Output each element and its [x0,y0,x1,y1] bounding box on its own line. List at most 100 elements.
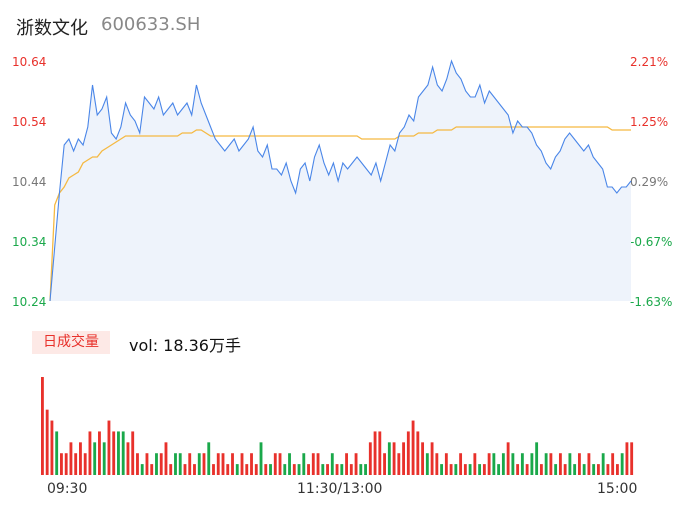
volume-bar [197,453,201,475]
volume-bar [254,464,258,475]
volume-bar [112,431,116,475]
volume-bar [601,453,605,475]
volume-bar [278,453,282,475]
volume-bar [136,453,139,475]
volume-bar [525,464,529,475]
time-label-midday: 11:30/13:00 [297,481,383,497]
volume-bar [478,464,482,475]
volume-bar [45,409,49,475]
volume-bar [207,442,211,475]
volume-bar [620,453,624,475]
volume-bar [530,453,534,475]
volume-bar [169,464,173,475]
volume-bar [615,464,619,475]
volume-bar [577,453,581,475]
volume-bar [392,442,396,475]
volume-bar [459,453,463,475]
volume-bar [625,442,629,475]
volume-bar [55,431,59,475]
volume-bar [596,464,600,475]
volume-bar [430,442,434,475]
volume-bar [454,464,458,475]
volume-bar [64,453,68,475]
volume-bar [463,464,467,475]
volume-bar [416,431,420,475]
price-axis-tick-5: 10.24 [12,295,47,309]
volume-bar [321,464,325,475]
volume-bar [283,464,287,475]
volume-bar [231,453,234,475]
pct-axis-tick-3: 0.29% [630,175,669,189]
volume-bar [387,442,391,475]
volume-bar [340,464,344,475]
volume-bar [506,442,510,475]
volume-bar [335,464,339,475]
volume-bar [98,431,101,475]
volume-bar [302,453,306,475]
volume-bar [259,442,263,475]
time-label-close: 15:00 [597,481,638,497]
volume-bar [573,464,577,475]
price-axis-tick-1: 10.64 [12,55,47,69]
volume-text: vol: 18.36万手 [129,336,241,355]
volume-bar [269,464,272,475]
volume-bar [107,420,111,475]
volume-bar [188,453,192,475]
price-area-fill [50,61,631,301]
price-axis-tick-3: 10.44 [12,175,47,189]
volume-bar [164,442,168,475]
volume-bar [473,453,477,475]
volume-bar [316,453,320,475]
volume-bar [240,453,244,475]
volume-bar [611,453,615,475]
volume-bar [102,442,106,475]
volume-bar [245,464,249,475]
volume-bar [121,431,125,475]
volume-bar [539,464,543,475]
volume-bar [587,453,591,475]
volume-bar [444,453,448,475]
volume-bar [383,453,386,475]
volume-bar [93,442,97,475]
volume-bar [193,464,196,475]
volume-bar [563,464,567,475]
price-axis-tick-2: 10.54 [12,115,47,129]
pct-axis-tick-4: -0.67% [630,235,673,249]
volume-bar [402,442,405,475]
volume-bar [582,464,586,475]
volume-bar [178,453,182,475]
pct-axis-tick-1: 2.21% [630,55,669,69]
volume-bar [359,464,363,475]
volume-bar [150,464,154,475]
volume-bar [468,464,472,475]
volume-bar [297,464,301,475]
volume-bar [368,442,372,475]
stock-name: 浙数文化 [16,18,88,39]
volume-bar [511,453,515,475]
volume-bar [140,464,144,475]
volume-bar [83,453,87,475]
stock-code: 600633.SH [101,14,201,35]
volume-bar [155,453,158,475]
volume-bar [311,453,315,475]
volume-bar [630,442,634,475]
volume-bar [487,453,491,475]
volume-bar [568,453,572,475]
volume-bar [330,453,334,475]
volume-bar [501,453,505,475]
volume-bar [226,464,230,475]
volume-bar [544,453,548,475]
volume-bar [373,431,377,475]
volume-bar [145,453,149,475]
volume-bar [558,453,562,475]
volume-bar [364,464,367,475]
volume-bar [212,464,215,475]
volume-bar [516,464,520,475]
volume-bar [41,377,44,475]
volume-bar [221,453,225,475]
volume-bar [79,442,82,475]
volume-bar [288,453,291,475]
volume-bar [202,453,206,475]
volume-bar [159,453,163,475]
volume-bar [50,420,54,475]
